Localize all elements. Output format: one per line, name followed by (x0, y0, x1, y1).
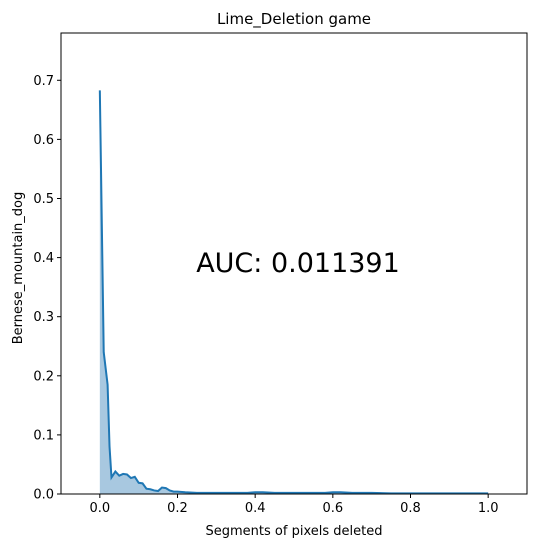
x-tick-label: 0.4 (245, 501, 266, 516)
x-axis-label: Segments of pixels deleted (206, 524, 383, 539)
y-tick-label: 0.3 (33, 310, 54, 325)
y-axis-label: Bernese_mountain_dog (11, 192, 26, 345)
x-tick-label: 0.8 (400, 501, 421, 516)
y-tick-label: 0.0 (33, 488, 54, 503)
x-tick-label: 0.2 (167, 501, 188, 516)
chart-title: Lime_Deletion game (217, 10, 371, 29)
x-tick-label: 0.6 (322, 501, 343, 516)
x-tick-label: 1.0 (478, 501, 499, 516)
y-tick-label: 0.4 (33, 251, 54, 266)
y-tick-label: 0.2 (33, 369, 54, 384)
x-tick-label: 0.0 (89, 501, 110, 516)
y-tick-label: 0.5 (33, 192, 54, 207)
y-axis: 0.0 0.1 0.2 0.3 0.4 0.5 0.6 0.7 (33, 74, 61, 503)
y-tick-label: 0.7 (33, 74, 54, 89)
auc-annotation: AUC: 0.011391 (196, 248, 400, 279)
series-line (98, 90, 489, 495)
plot-area (60, 32, 528, 495)
y-tick-label: 0.1 (33, 428, 54, 443)
plot-frame (60, 32, 528, 495)
y-tick-label: 0.6 (33, 133, 54, 148)
x-axis: 0.0 0.2 0.4 0.6 0.8 1.0 (89, 494, 499, 516)
